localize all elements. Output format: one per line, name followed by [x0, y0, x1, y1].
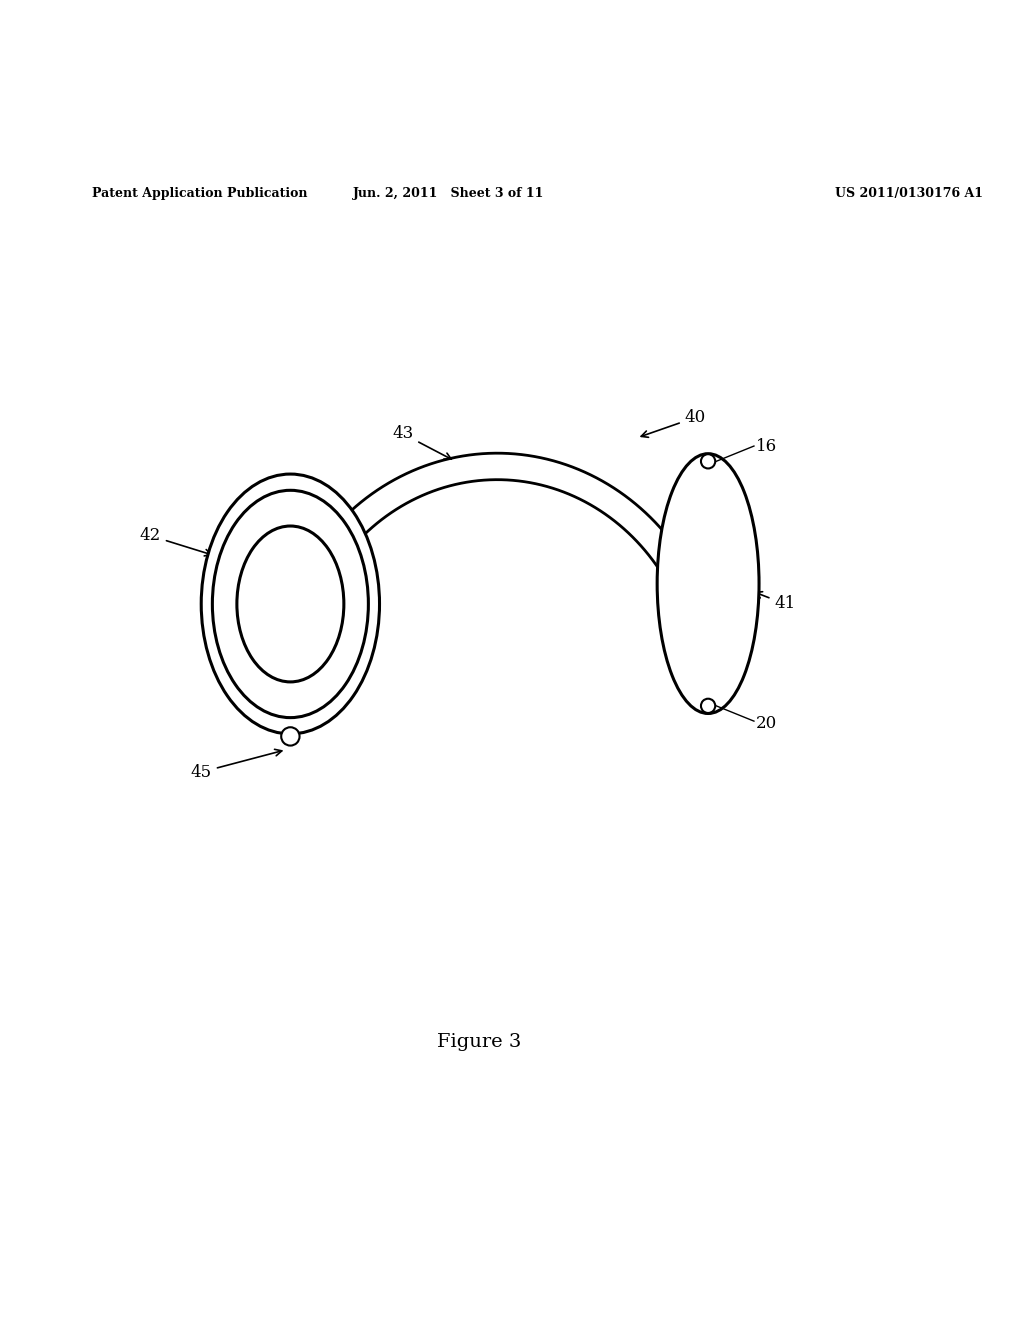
- Ellipse shape: [212, 490, 369, 718]
- Text: 16: 16: [756, 437, 777, 454]
- Text: Jun. 2, 2011   Sheet 3 of 11: Jun. 2, 2011 Sheet 3 of 11: [352, 187, 544, 199]
- Circle shape: [282, 727, 300, 746]
- Polygon shape: [272, 453, 723, 672]
- Text: 45: 45: [190, 750, 282, 780]
- Text: 41: 41: [756, 591, 796, 612]
- Text: US 2011/0130176 A1: US 2011/0130176 A1: [836, 187, 983, 199]
- Text: 20: 20: [756, 714, 777, 731]
- Text: 43: 43: [392, 425, 452, 459]
- Ellipse shape: [202, 474, 380, 734]
- Circle shape: [701, 454, 715, 469]
- Text: 42: 42: [139, 527, 212, 556]
- Circle shape: [701, 698, 715, 713]
- Text: 40: 40: [641, 409, 706, 437]
- Text: Figure 3: Figure 3: [436, 1034, 521, 1051]
- Ellipse shape: [657, 454, 759, 714]
- Ellipse shape: [237, 527, 344, 682]
- Text: Patent Application Publication: Patent Application Publication: [92, 187, 307, 199]
